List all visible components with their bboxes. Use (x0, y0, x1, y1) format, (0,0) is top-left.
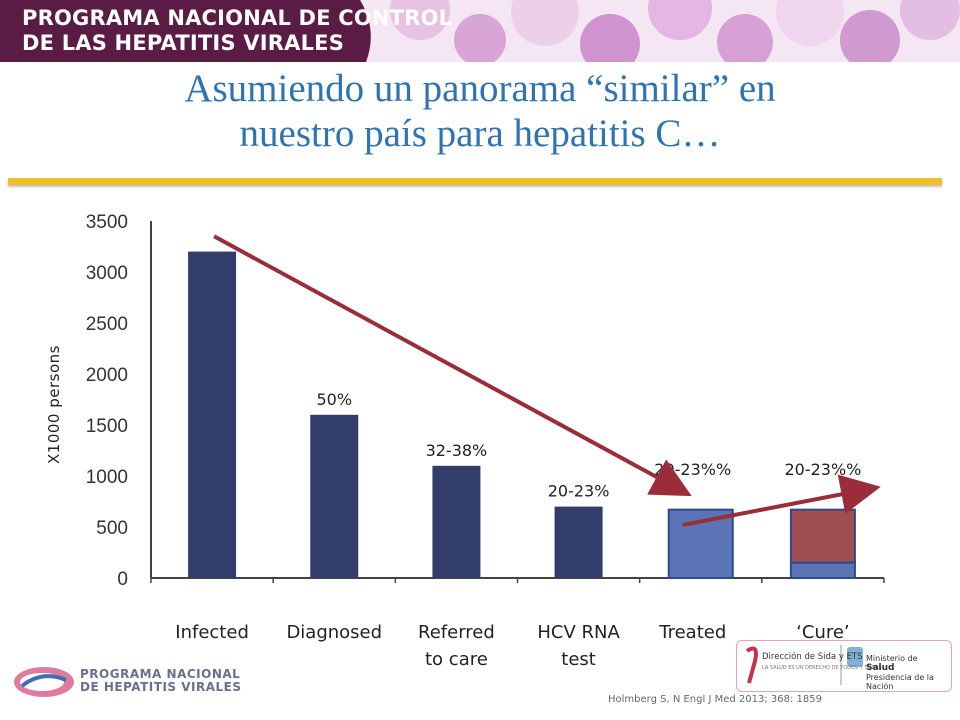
y-tick-label: 1000 (86, 467, 128, 488)
hepatitis-program-logo-text: PROGRAMA NACIONAL DE HEPATITIS VIRALES (80, 668, 242, 694)
y-tick-label: 500 (96, 518, 128, 539)
x-tick-label: Diagnosed (286, 622, 382, 643)
bar-data-label: 20-23%% (784, 460, 861, 479)
x-tick-label: to care (425, 649, 488, 670)
bar-1 (310, 414, 359, 578)
cure-trend-arrow (682, 474, 881, 527)
x-tick-label: ‘Cure’ (796, 622, 850, 643)
y-tick-label: 2000 (86, 365, 128, 386)
y-tick-label: 0 (117, 569, 128, 590)
bar-cure-upper (789, 508, 856, 564)
banner-decoration (0, 0, 960, 62)
y-tick-label: 3000 (86, 263, 128, 284)
logo-right-a-small: LA SALUD ES UN DERECHO DE TODOS Y TODAS (762, 665, 882, 671)
citation: Holmberg S, N Engl J Med 2013; 368: 1859 (608, 694, 822, 705)
logo-left-line1: PROGRAMA NACIONAL (80, 667, 241, 681)
bar-3 (554, 506, 603, 578)
header-banner: PROGRAMA NACIONAL DE CONTROL DE LAS HEPA… (0, 0, 960, 62)
y-tick-label: 3500 (86, 212, 128, 233)
bar-data-label: 20-23% (548, 482, 610, 501)
banner-title-line2: DE LAS HEPATITIS VIRALES (22, 31, 345, 55)
ministry-logo-shapes (745, 645, 863, 685)
bar-cure-lower (789, 561, 856, 580)
y-axis-label: X1000 persons (45, 345, 63, 464)
ministry-logo-text-b: Ministerio de Salud Presidencia de la Na… (866, 654, 960, 691)
x-tick-label: Referred (418, 622, 495, 643)
bar-2 (432, 465, 481, 578)
logo-right-b1: Ministerio de (866, 654, 918, 663)
slide-title: Asumiendo un panorama “similar” en nuest… (0, 66, 960, 156)
x-tick-label: Treated (658, 622, 726, 643)
x-tick-label: Infected (175, 622, 249, 643)
logo-right-a: Dirección de Sida y ETS (762, 652, 863, 662)
decline-trend-arrow (213, 234, 692, 497)
bar-data-label: 20-23%% (654, 460, 731, 479)
x-tick-label: HCV RNA (537, 622, 620, 643)
logo-right-b3: Presidencia de la Nación (866, 673, 934, 691)
ministry-logo (736, 640, 952, 692)
banner-title-line1: PROGRAMA NACIONAL DE CONTROL (22, 6, 453, 30)
title-divider (8, 178, 942, 185)
y-tick-label: 1500 (86, 416, 128, 437)
bar-data-label: 50% (316, 390, 352, 409)
x-tick-label: test (561, 649, 596, 670)
y-tick-label: 2500 (86, 314, 128, 335)
hepatitis-program-logo (14, 667, 74, 697)
slide-title-line1: Asumiendo un panorama “similar” en (184, 67, 776, 110)
banner-title: PROGRAMA NACIONAL DE CONTROL DE LAS HEPA… (22, 6, 452, 56)
slide-title-line2: nuestro país para hepatitis C… (239, 112, 721, 155)
bar-data-label: 32-38% (426, 441, 488, 460)
ministry-logo-text-a: Dirección de Sida y ETS LA SALUD ES UN D… (762, 652, 882, 673)
logo-right-b2: Salud (866, 663, 895, 673)
logo-left-line2: DE HEPATITIS VIRALES (80, 680, 242, 694)
bar-chart: 0 500 1000 1500 2000 2500 3000 3500 X1000 person… (45, 212, 885, 670)
bar-0 (188, 251, 237, 578)
